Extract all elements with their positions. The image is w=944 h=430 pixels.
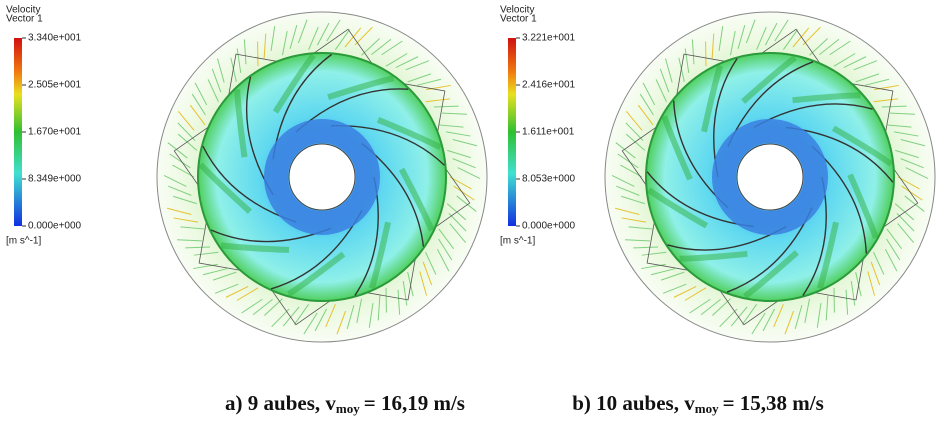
legend-tick-label: 3.340e+001 [28,33,82,44]
legend-unit: [m s^-1] [6,236,41,247]
caption-value: = 15,38 m/s [723,391,824,415]
legend-tick-label: 1.670e+001 [28,127,82,138]
caption-subscript: moy [336,401,360,416]
legend-tick-label: 3.221e+001 [522,33,576,44]
legend-tick-label: 2.505e+001 [28,80,82,91]
caption: b) 10 aubes, vmoy = 15,38 m/s [572,391,824,416]
caption-label: a) 9 aubes, v [225,391,336,415]
shaft-hole [289,144,355,210]
shaft-hole [737,144,803,210]
legend-tick-label: 0.000e+000 [522,221,576,232]
caption-label: b) 10 aubes, v [572,391,695,415]
legend-tick-label: 8.349e+000 [28,174,82,185]
legend-unit: [m s^-1] [500,236,535,247]
legend-tick-label: 8.053e+000 [522,174,576,185]
caption: a) 9 aubes, vmoy = 16,19 m/s [225,391,465,416]
legend-title: Vector 1 [6,14,43,25]
legend-tick-label: 2.416e+001 [522,80,576,91]
caption-value: = 16,19 m/s [364,391,465,415]
color-bar [14,38,22,226]
caption-subscript: moy [695,401,719,416]
legend-tick-label: 1.611e+001 [522,127,575,138]
color-bar [508,38,516,226]
legend-title: Vector 1 [500,14,537,25]
legend-tick-label: 0.000e+000 [28,221,82,232]
